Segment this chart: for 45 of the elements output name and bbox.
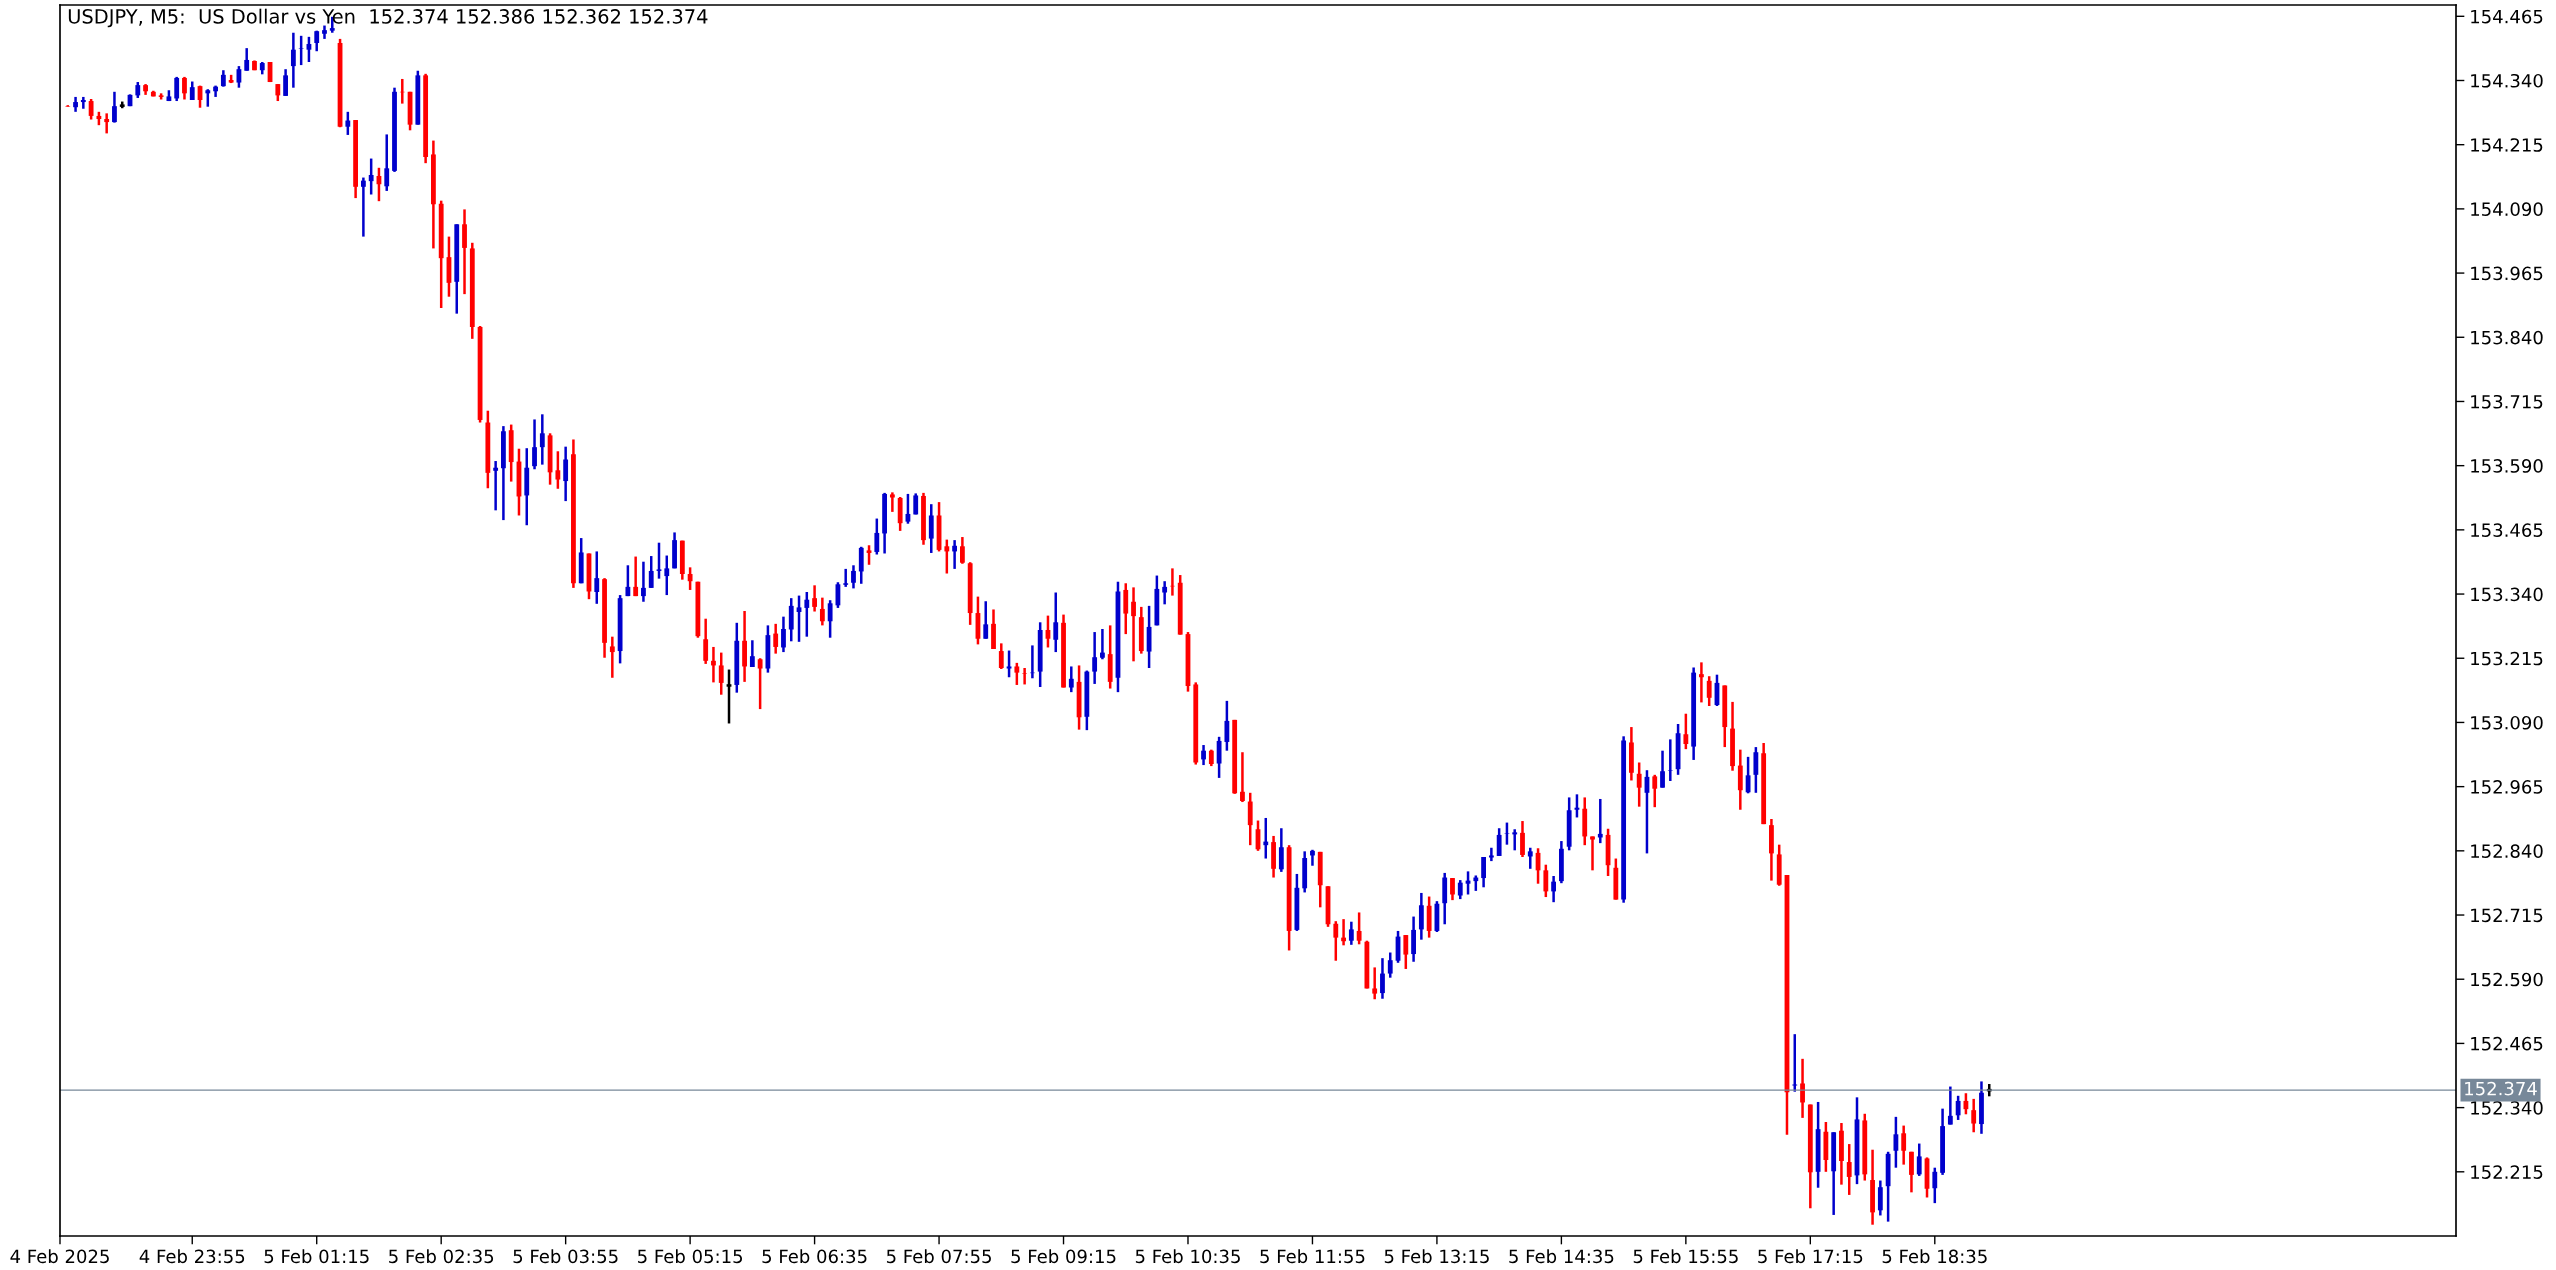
y-tick-label: 152.215 bbox=[2471, 1165, 2543, 1179]
x-tick-label: 5 Feb 07:55 bbox=[886, 1249, 991, 1264]
y-tick-label: 154.215 bbox=[2471, 138, 2543, 152]
candlestick bbox=[725, 668, 733, 725]
x-tick-label: 5 Feb 03:55 bbox=[513, 1249, 618, 1264]
x-tick-label: 4 Feb 23:55 bbox=[139, 1249, 245, 1264]
candlestick bbox=[267, 60, 273, 84]
y-tick-label: 154.465 bbox=[2471, 9, 2543, 24]
ref-line-label: 152.374 bbox=[2465, 1081, 2537, 1096]
y-tick-label: 154.340 bbox=[2471, 73, 2543, 88]
x-tick-label: 5 Feb 01:15 bbox=[264, 1249, 369, 1264]
y-tick-label: 152.340 bbox=[2471, 1101, 2543, 1115]
y-tick-label: 153.340 bbox=[2471, 587, 2543, 602]
x-tick-label: 5 Feb 17:15 bbox=[1758, 1249, 1863, 1264]
y-tick-label: 152.590 bbox=[2471, 972, 2543, 987]
x-tick-label: 5 Feb 05:15 bbox=[638, 1249, 743, 1264]
x-tick-label: 5 Feb 14:35 bbox=[1509, 1249, 1614, 1264]
y-tick-label: 152.715 bbox=[2471, 908, 2543, 923]
x-tick-label: 5 Feb 18:35 bbox=[1882, 1249, 1987, 1264]
y-tick-label: 153.715 bbox=[2471, 394, 2543, 409]
x-tick-label: 4 Feb 2025 bbox=[10, 1249, 109, 1264]
y-tick-label: 152.965 bbox=[2471, 780, 2543, 794]
x-tick-label: 5 Feb 06:35 bbox=[762, 1249, 867, 1264]
candlestick bbox=[65, 103, 71, 108]
candlestick bbox=[298, 34, 304, 67]
candlestick bbox=[1504, 821, 1510, 846]
y-tick-label: 153.840 bbox=[2471, 330, 2543, 345]
x-tick-label: 5 Feb 10:35 bbox=[1135, 1249, 1240, 1264]
y-tick-label: 153.465 bbox=[2471, 523, 2543, 537]
candlestick bbox=[1667, 738, 1673, 783]
x-tick-label: 5 Feb 02:35 bbox=[389, 1249, 494, 1264]
y-tick-label: 154.090 bbox=[2471, 202, 2543, 216]
chart-title: USDJPY, M5: US Dollar vs Yen 152.374 152.386 152.362 152.374 bbox=[68, 8, 708, 28]
x-tick-label: 5 Feb 15:55 bbox=[1633, 1249, 1738, 1264]
x-tick-label: 5 Feb 11:55 bbox=[1260, 1249, 1365, 1264]
y-tick-label: 152.465 bbox=[2471, 1036, 2543, 1051]
y-tick-label: 153.215 bbox=[2471, 651, 2543, 666]
y-tick-label: 153.090 bbox=[2471, 715, 2543, 730]
y-tick-label: 152.840 bbox=[2471, 844, 2543, 858]
x-tick-label: 5 Feb 13:15 bbox=[1384, 1249, 1489, 1264]
y-tick-label: 153.965 bbox=[2471, 266, 2543, 281]
y-tick-label: 153.590 bbox=[2471, 459, 2543, 473]
candlestick bbox=[1232, 718, 1238, 796]
candlestick bbox=[1022, 666, 1028, 686]
x-tick-label: 5 Feb 09:15 bbox=[1011, 1249, 1116, 1264]
